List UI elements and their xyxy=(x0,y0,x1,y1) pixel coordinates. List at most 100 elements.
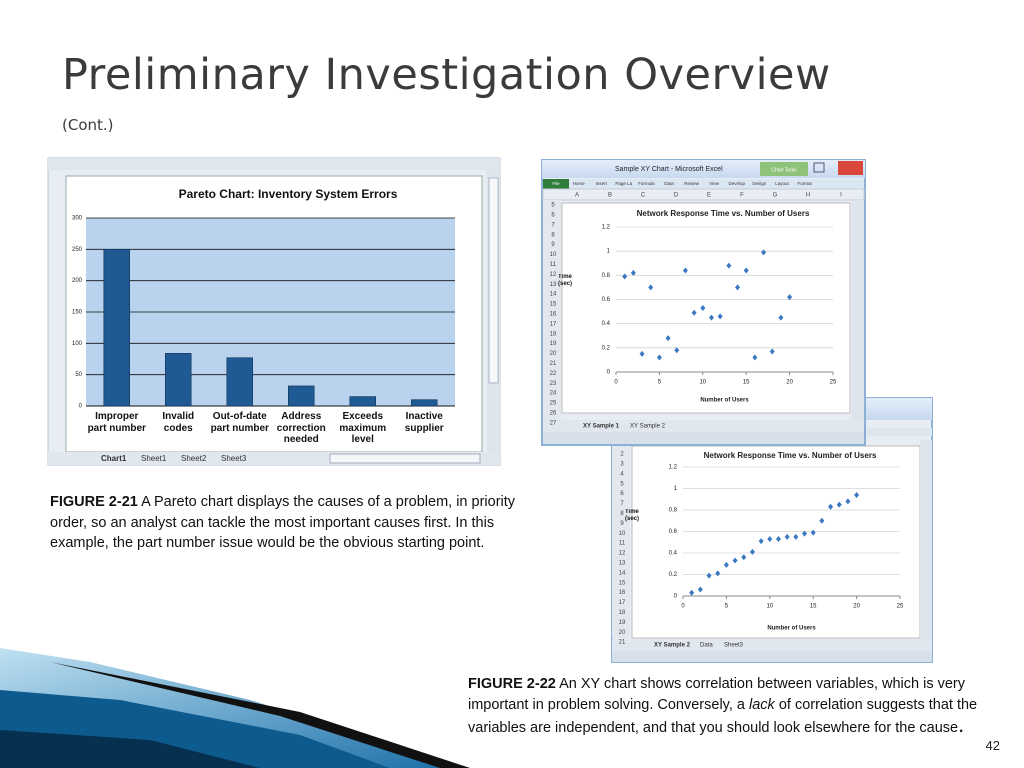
y-tick-label: 100 xyxy=(72,341,83,347)
data-point xyxy=(656,354,662,361)
data-point xyxy=(648,284,654,291)
x-tick-label: 20 xyxy=(786,380,793,386)
y-tick-label: 0.4 xyxy=(669,551,678,557)
data-point xyxy=(749,548,755,555)
data-point xyxy=(741,554,747,561)
sheet-tab: XY Sample 2 xyxy=(630,424,666,430)
data-point xyxy=(708,314,714,321)
x-tick-label: 15 xyxy=(810,604,817,610)
row-number: 17 xyxy=(619,600,626,606)
data-point xyxy=(769,348,775,355)
caption-label: FIGURE 2-21 xyxy=(50,494,138,510)
x-tick-label-box: Out-of-date part number xyxy=(210,411,269,434)
row-number: 21 xyxy=(550,361,557,367)
chart-title: Network Response Time vs. Number of User… xyxy=(704,451,877,460)
sheet-tab: Sheet3 xyxy=(221,454,247,463)
sheet-tab: XY Sample 2 xyxy=(654,643,691,649)
x-tick-label: Out-of-date part number xyxy=(210,411,269,434)
row-number: 13 xyxy=(619,560,626,566)
ribbon-tab: Insert xyxy=(596,181,608,186)
row-number: 18 xyxy=(550,331,557,337)
caption-emphasis: lack xyxy=(749,696,775,713)
data-point xyxy=(706,572,712,579)
row-number: 27 xyxy=(550,420,557,426)
row-number: 19 xyxy=(550,341,557,347)
y-tick-label: 1 xyxy=(607,249,611,255)
y-axis-label: Time (sec) xyxy=(558,274,573,287)
row-number: 9 xyxy=(620,521,624,527)
data-point xyxy=(793,533,799,540)
row-number: 8 xyxy=(620,511,624,517)
caption-figure-2-22: FIGURE 2-22 An XY chart shows correlatio… xyxy=(468,674,1008,739)
y-tick-label: 0.4 xyxy=(602,321,611,327)
column-header: H xyxy=(806,193,810,199)
row-number: 21 xyxy=(619,640,626,646)
row-number: 7 xyxy=(620,501,624,507)
y-tick-label: 0.6 xyxy=(602,297,611,303)
row-number: 19 xyxy=(619,620,626,626)
bar xyxy=(103,249,130,407)
x-tick-label: 0 xyxy=(681,604,685,610)
y-tick-label: 0.6 xyxy=(669,529,678,535)
x-tick-label: 5 xyxy=(658,380,662,386)
row-number: 12 xyxy=(550,272,557,278)
data-point xyxy=(665,335,671,342)
y-tick-label: 0 xyxy=(79,404,83,410)
data-point xyxy=(810,529,816,536)
sheet-tab: Sheet2 xyxy=(181,454,207,463)
data-point xyxy=(758,538,764,545)
x-tick-label-box: Inactive supplier xyxy=(405,411,444,434)
data-point xyxy=(819,517,825,524)
sheet-tab: Sheet3 xyxy=(724,643,744,649)
row-number: 26 xyxy=(550,410,557,416)
row-number: 24 xyxy=(550,391,557,397)
data-point xyxy=(778,314,784,321)
column-header: E xyxy=(707,193,711,199)
x-tick-label: Address correction needed xyxy=(276,411,326,445)
y-tick-label: 150 xyxy=(72,310,83,316)
row-number: 15 xyxy=(550,302,557,308)
chart-title: Network Response Time vs. Number of User… xyxy=(637,209,810,218)
y-axis-label-box: Time (sec) xyxy=(558,274,573,287)
row-number: 22 xyxy=(550,371,557,377)
y-tick-label: 1.2 xyxy=(669,465,678,471)
column-header: B xyxy=(608,193,612,199)
ribbon-tab: Develop xyxy=(729,181,746,186)
column-header: A xyxy=(575,193,579,199)
y-axis-label-box: Time (sec) xyxy=(625,509,640,522)
sheet-tab: XY Sample 1 xyxy=(583,424,620,430)
row-number: 23 xyxy=(550,381,557,387)
data-point xyxy=(689,589,695,596)
data-point xyxy=(743,267,749,274)
row-number: 15 xyxy=(619,580,626,586)
bar xyxy=(411,399,438,407)
x-tick-label: Improper part number xyxy=(87,411,146,434)
caption-end: . xyxy=(958,712,965,737)
slide-subtitle: (Cont.) xyxy=(62,116,114,134)
row-number: 18 xyxy=(619,610,626,616)
column-header: C xyxy=(641,193,646,199)
ribbon-tab: Design xyxy=(752,181,767,186)
data-point xyxy=(723,561,729,568)
y-tick-label: 50 xyxy=(75,372,82,378)
row-number: 25 xyxy=(550,401,557,407)
x-tick-label-box: Improper part number xyxy=(87,411,146,434)
y-tick-label: 300 xyxy=(72,216,83,222)
y-tick-label: 200 xyxy=(72,278,83,284)
row-number: 4 xyxy=(620,471,624,477)
row-number: 14 xyxy=(550,292,557,298)
data-point xyxy=(697,586,703,593)
ribbon-tab: Page La xyxy=(615,181,632,186)
data-point xyxy=(674,347,680,354)
row-number: 20 xyxy=(550,351,557,357)
row-number: 8 xyxy=(551,232,555,238)
ribbon-tab: Layout xyxy=(775,181,789,186)
y-axis-label: Time (sec) xyxy=(625,509,640,522)
y-tick-label: 1 xyxy=(674,486,678,492)
sheet-tab: Data xyxy=(700,643,713,649)
ribbon-tab: Home xyxy=(573,181,586,186)
row-number: 6 xyxy=(620,491,624,497)
x-tick-label-box: Exceeds maximum level xyxy=(339,411,386,445)
x-tick-label: 5 xyxy=(725,604,729,610)
ribbon-tab: Review xyxy=(684,181,700,186)
